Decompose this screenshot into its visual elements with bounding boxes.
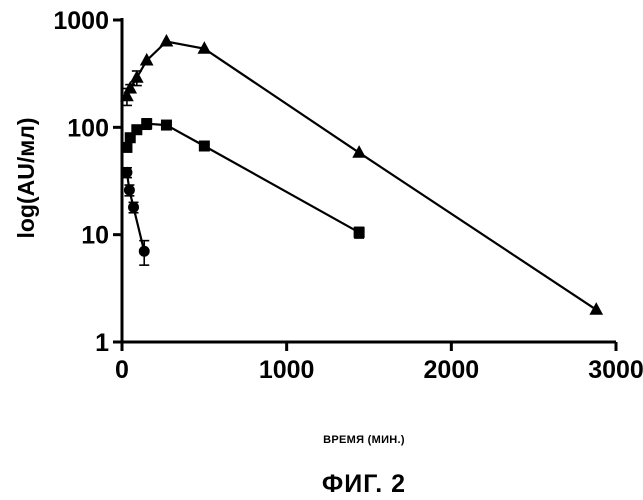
y-tick-label: 1000 <box>53 7 109 35</box>
data-point-circle <box>129 202 139 212</box>
y-ticks: 1 10 100 1000 <box>53 7 122 357</box>
data-point-square <box>161 120 171 130</box>
series-triangle <box>121 35 602 314</box>
series-square <box>122 119 364 238</box>
data-point-square <box>122 142 132 152</box>
data-point-circle <box>124 185 134 195</box>
y-tick-label: 1 <box>95 329 109 357</box>
x-ticks: 0 1000 2000 3000 <box>115 342 643 384</box>
data-point-triangle <box>590 303 602 314</box>
data-point-square <box>132 125 142 135</box>
data-point-square <box>199 141 209 151</box>
data-point-circle <box>139 246 149 256</box>
x-axis-label: ВРЕМЯ (МИН.) <box>323 434 405 446</box>
data-point-circle <box>122 167 132 177</box>
series-layer <box>121 35 602 314</box>
data-point-triangle <box>160 35 172 46</box>
data-point-square <box>142 119 152 129</box>
data-point-triangle <box>353 146 365 157</box>
y-tick-label: 10 <box>81 222 109 250</box>
data-point-triangle <box>131 71 143 82</box>
y-axis-label: log(AU/мл) <box>13 117 39 238</box>
x-tick-label: 1000 <box>259 356 315 384</box>
series-line <box>127 124 359 233</box>
data-point-square <box>354 227 364 237</box>
x-tick-label: 2000 <box>424 356 480 384</box>
x-tick-label: 0 <box>115 356 129 384</box>
series-line <box>127 42 596 310</box>
x-tick-label: 3000 <box>588 356 643 384</box>
series-circle <box>122 167 149 265</box>
y-tick-label: 100 <box>67 114 109 142</box>
figure-caption: ФИГ. 2 <box>322 470 406 498</box>
